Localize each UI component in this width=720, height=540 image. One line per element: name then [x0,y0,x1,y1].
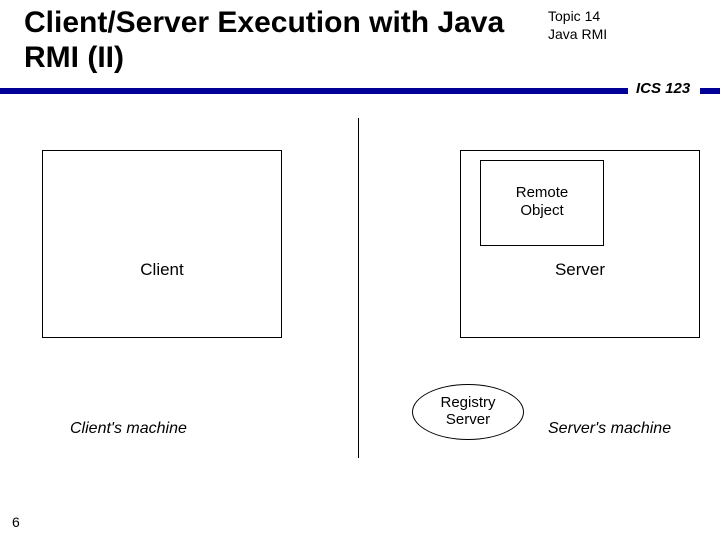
topic-block: Topic 14 Java RMI [548,8,607,43]
topic-line2: Java RMI [548,26,607,44]
client-label: Client [42,260,282,280]
slide: Client/Server Execution with Java RMI (I… [0,0,720,540]
header-rule-right [700,88,720,94]
client-machine-label: Client's machine [70,420,270,438]
slide-title: Client/Server Execution with Java RMI (I… [24,6,524,75]
client-box [42,150,282,338]
slide-number: 6 [12,514,20,530]
topic-line1: Topic 14 [548,8,607,26]
remote-object-label: RemoteObject [480,184,604,220]
registry-label: RegistryServer [412,394,524,429]
course-code-text: ICS 123 [636,80,690,97]
course-code: ICS 123 [636,80,690,97]
server-machine-label: Server's machine [548,420,720,438]
header-rule-left [0,88,628,94]
machine-divider [358,118,359,458]
server-label: Server [460,260,700,280]
